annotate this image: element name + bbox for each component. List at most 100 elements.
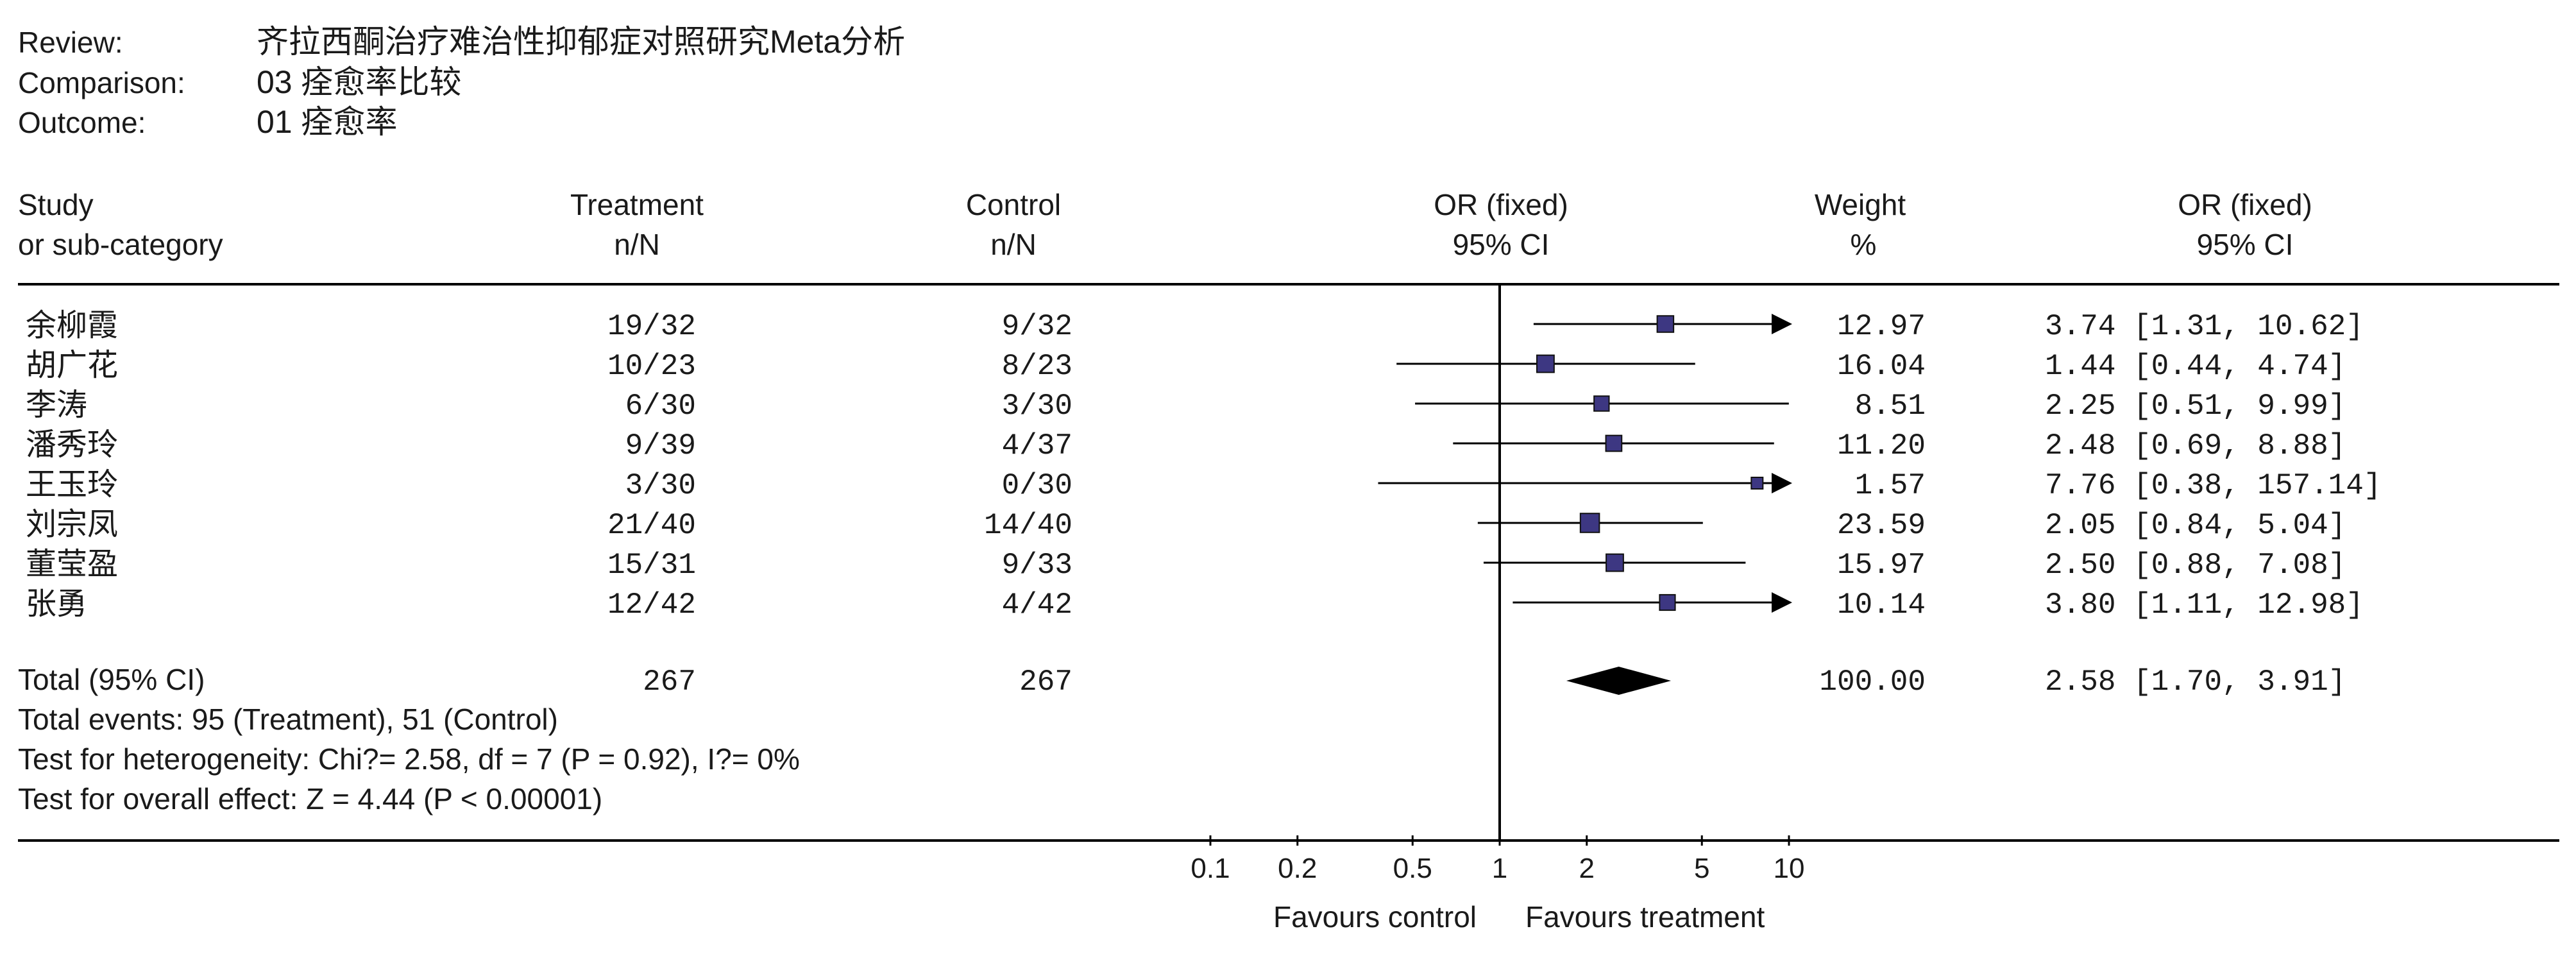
- axis-tick-label: 0.2: [1278, 853, 1317, 884]
- total-label: Total (95% CI): [18, 663, 205, 696]
- point-estimate-marker: [1579, 513, 1600, 533]
- treatment-count: 3/30: [625, 469, 696, 502]
- table-row: 董莹盈 15/31 9/33 15.97 2.50 [0.88, 7.08]: [26, 547, 2346, 582]
- point-estimate-marker: [1605, 434, 1623, 452]
- total-control: 267: [1019, 665, 1072, 699]
- point-estimate-marker: [1536, 354, 1555, 373]
- table-row: 李涛 6/30 3/30 8.51 2.25 [0.51, 9.99]: [26, 388, 2346, 423]
- control-count: 9/32: [1002, 310, 1072, 343]
- or-ci-text: 1.44 [0.44, 4.74]: [2045, 350, 2346, 383]
- weight-value: 12.97: [1837, 310, 1926, 343]
- control-count: 8/23: [1002, 350, 1072, 383]
- study-name: 刘宗凤: [26, 508, 118, 542]
- ci-arrow-right: [1772, 473, 1792, 493]
- study-name: 潘秀玲: [26, 428, 118, 462]
- control-count: 14/40: [984, 509, 1072, 542]
- outcome-value: 01 痊愈率: [257, 104, 398, 140]
- table-row: 刘宗凤 21/40 14/40 23.59 2.05 [0.84, 5.04]: [26, 508, 2346, 542]
- col-or-2: 95% CI: [1453, 228, 1550, 261]
- table-row: 胡广花 10/23 8/23 16.04 1.44 [0.44, 4.74]: [26, 348, 2346, 383]
- comparison-label: Comparison:: [18, 66, 185, 99]
- treatment-count: 21/40: [607, 509, 696, 542]
- control-count: 9/33: [1002, 549, 1072, 582]
- favours-control-label: Favours control: [1273, 900, 1477, 934]
- or-ci-text: 3.80 [1.11, 12.98]: [2045, 588, 2364, 622]
- favours-treatment-label: Favours treatment: [1525, 900, 1765, 934]
- study-name: 张勇: [26, 587, 87, 621]
- weight-value: 8.51: [1855, 389, 1926, 423]
- total-weight: 100.00: [1819, 665, 1926, 699]
- point-estimate-marker: [1606, 553, 1624, 572]
- weight-value: 15.97: [1837, 549, 1926, 582]
- treatment-count: 12/42: [607, 588, 696, 622]
- outcome-label: Outcome:: [18, 106, 146, 139]
- treatment-count: 10/23: [607, 350, 696, 383]
- weight-value: 16.04: [1837, 350, 1926, 383]
- col-treatment-2: n/N: [614, 228, 660, 261]
- col-weight-2: %: [1851, 228, 1877, 261]
- table-row: 潘秀玲 9/39 4/37 11.20 2.48 [0.69, 8.88]: [26, 428, 2346, 463]
- axis-tick-label: 2: [1579, 853, 1595, 884]
- or-ci-text: 7.76 [0.38, 157.14]: [2045, 469, 2382, 502]
- treatment-count: 6/30: [625, 389, 696, 423]
- axis-tick-label: 5: [1694, 853, 1709, 884]
- footnotes: Total events: 95 (Treatment), 51 (Contro…: [18, 703, 800, 815]
- col-study-1: Study: [18, 188, 94, 221]
- control-count: 3/30: [1002, 389, 1072, 423]
- col-treatment-1: Treatment: [570, 188, 704, 221]
- ci-arrow-right: [1772, 314, 1792, 334]
- review-value: 齐拉西酮治疗难治性抑郁症对照研究Meta分析: [257, 24, 905, 60]
- control-count: 4/42: [1002, 588, 1072, 622]
- study-name: 李涛: [26, 388, 87, 422]
- control-count: 0/30: [1002, 469, 1072, 502]
- table-row: 张勇 12/42 4/42 10.14 3.80 [1.11, 12.98]: [26, 587, 2364, 622]
- or-ci-text: 2.05 [0.84, 5.04]: [2045, 509, 2346, 542]
- study-name: 董莹盈: [26, 547, 118, 581]
- point-estimate-marker: [1659, 593, 1676, 611]
- total-row: Total (95% CI) 267 267 100.00 2.58 [1.70…: [18, 663, 2346, 699]
- col-control-1: Control: [966, 188, 1061, 221]
- col-weight-1: Weight: [1815, 188, 1906, 221]
- treatment-count: 15/31: [607, 549, 696, 582]
- total-ci-text: 2.58 [1.70, 3.91]: [2045, 665, 2346, 699]
- or-ci-text: 2.48 [0.69, 8.88]: [2045, 429, 2346, 463]
- review-label: Review:: [18, 26, 123, 59]
- study-name: 余柳霞: [26, 309, 118, 343]
- footnote-heterogeneity: Test for heterogeneity: Chi?= 2.58, df =…: [18, 742, 800, 776]
- control-count: 4/37: [1002, 429, 1072, 463]
- x-axis: 0.1 0.2 0.5 1 2 5 10: [1191, 835, 1804, 884]
- point-estimate-marker: [1656, 315, 1675, 333]
- treatment-count: 19/32: [607, 310, 696, 343]
- comparison-value: 03 痊愈率比较: [257, 64, 462, 100]
- footnote-events: Total events: 95 (Treatment), 51 (Contro…: [18, 703, 558, 736]
- footnote-overall-effect: Test for overall effect: Z = 4.44 (P < 0…: [18, 782, 602, 815]
- axis-tick-label: 10: [1774, 853, 1805, 884]
- point-estimate-marker: [1750, 476, 1764, 490]
- total-treatment: 267: [643, 665, 696, 699]
- axis-tick-label: 1: [1492, 853, 1507, 884]
- treatment-count: 9/39: [625, 429, 696, 463]
- col-study-2: or sub-category: [18, 228, 223, 261]
- axis-tick-label: 0.1: [1191, 853, 1230, 884]
- col-orci-1: OR (fixed): [2178, 188, 2312, 221]
- or-ci-text: 3.74 [1.31, 10.62]: [2045, 310, 2364, 343]
- column-headers: Study or sub-category Treatment n/N Cont…: [18, 188, 2312, 261]
- study-name: 王玉玲: [26, 468, 118, 502]
- study-name: 胡广花: [26, 348, 118, 382]
- weight-value: 1.57: [1855, 469, 1926, 502]
- table-row: 余柳霞 19/32 9/32 12.97 3.74 [1.31, 10.62]: [26, 309, 2364, 343]
- weight-value: 23.59: [1837, 509, 1926, 542]
- study-rows: 余柳霞 19/32 9/32 12.97 3.74 [1.31, 10.62] 胡广花 10…: [26, 309, 2382, 622]
- col-control-2: n/N: [990, 228, 1037, 261]
- col-or-1: OR (fixed): [1434, 188, 1568, 221]
- header: Review: 齐拉西酮治疗难治性抑郁症对照研究Meta分析 Compariso…: [18, 24, 905, 140]
- or-ci-text: 2.25 [0.51, 9.99]: [2045, 389, 2346, 423]
- weight-value: 10.14: [1837, 588, 1926, 622]
- axis-tick-label: 0.5: [1393, 853, 1432, 884]
- point-estimate-marker: [1593, 395, 1610, 412]
- pooled-diamond: [1566, 667, 1672, 695]
- or-ci-text: 2.50 [0.88, 7.08]: [2045, 549, 2346, 582]
- col-orci-2: 95% CI: [2197, 228, 2294, 261]
- plot-marks: [1378, 284, 1792, 842]
